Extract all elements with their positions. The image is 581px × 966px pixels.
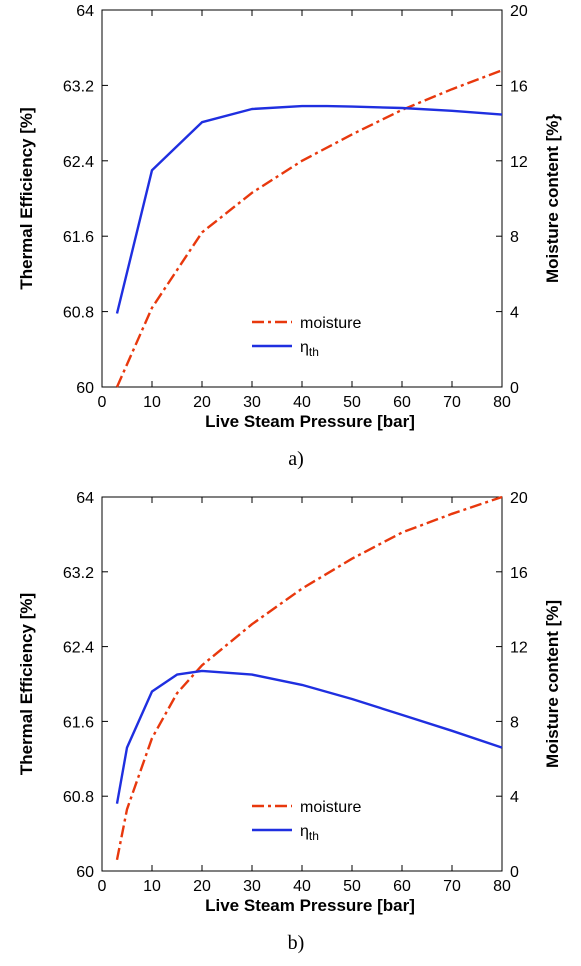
chart-a-x-tick-label: 70 <box>443 394 461 411</box>
chart-a-y2-tick-label: 12 <box>510 154 528 171</box>
chart-b-x-tick-label: 60 <box>393 878 411 895</box>
chart-b-y-tick-label: 62.4 <box>63 640 94 657</box>
chart-a-caption: a) <box>288 448 304 470</box>
chart-b-series-efficiency-line <box>115 669 503 804</box>
chart-b-y2-axis-title: Moisture content [%] <box>543 600 562 768</box>
chart-b-y-axis-title: Thermal Efficiency [%] <box>17 593 36 775</box>
chart-a-x-tick-label: 0 <box>98 394 107 411</box>
chart-a-y-tick-label: 63.2 <box>63 78 94 95</box>
chart-a-legend-label-main: η <box>300 339 309 356</box>
chart-a-x-tick-label: 50 <box>343 394 361 411</box>
chart-b-legend-label: moisture <box>300 799 361 816</box>
chart-a-y-tick-label: 61.6 <box>63 229 94 246</box>
chart-b: 0 10 20 30 40 50 60 70 80 60 60.8 61.6 62.4 63.2 64 0 4 8… <box>0 483 581 966</box>
chart-a-x-tick-label: 80 <box>493 394 511 411</box>
chart-a-legend-label-main: moisture <box>300 315 361 332</box>
chart-a-x-tick-label: 10 <box>143 394 161 411</box>
chart-a-y2-axis-title: Moisture content [%} <box>543 114 562 283</box>
chart-a-x-axis-title: Live Steam Pressure [bar] <box>205 412 415 431</box>
chart-b-svg: 0 10 20 30 40 50 60 70 80 60 60.8 61.6 62.4 63.2 64 0 4 8… <box>17 490 562 954</box>
chart-a-series-efficiency-line <box>115 104 503 314</box>
chart-b-x-tick-label: 40 <box>293 878 311 895</box>
chart-a-x-tick-label: 60 <box>393 394 411 411</box>
chart-b-y2-tick-label: 0 <box>510 864 519 881</box>
chart-a-x-tick-label: 30 <box>243 394 261 411</box>
chart-b-y2-tick-label: 16 <box>510 565 528 582</box>
chart-b-legend-label-main: moisture <box>300 799 361 816</box>
chart-b-legend-label: ηth <box>300 823 319 843</box>
chart-b-x-tick-label: 70 <box>443 878 461 895</box>
chart-b-y-tick-label: 60 <box>76 864 94 881</box>
chart-b-y2-tick-label: 8 <box>510 714 519 731</box>
chart-b-caption: b) <box>288 932 305 954</box>
chart-b-x-tick-label: 20 <box>193 878 211 895</box>
chart-b-legend-label-main: η <box>300 823 309 840</box>
chart-b-x-tick-label: 80 <box>493 878 511 895</box>
chart-b-series-moisture-line <box>115 495 503 861</box>
chart-b-y-tick-label: 60.8 <box>63 789 94 806</box>
chart-b-legend-label-subscript: th <box>309 829 319 843</box>
chart-a-y-tick-label: 62.4 <box>63 154 94 171</box>
chart-a-y2-tick-label: 16 <box>510 78 528 95</box>
chart-a-y2-tick-label: 8 <box>510 229 519 246</box>
chart-b-y2-tick-label: 4 <box>510 789 519 806</box>
chart-b-y-tick-label: 61.6 <box>63 714 94 731</box>
chart-a-x-tick-label: 20 <box>193 394 211 411</box>
chart-a-series-moisture-line <box>115 69 503 388</box>
chart-a-y-tick-label: 60 <box>76 380 94 397</box>
chart-b-y-tick-label: 64 <box>76 490 94 507</box>
chart-a-y2-tick-label: 4 <box>510 305 519 322</box>
chart-b-y2-tick-label: 20 <box>510 490 528 507</box>
chart-a-y2-tick-label: 0 <box>510 380 519 397</box>
chart-a-y-axis-title: Thermal Efficiency [%] <box>17 107 36 289</box>
chart-b-x-tick-label: 30 <box>243 878 261 895</box>
chart-b-x-tick-label: 10 <box>143 878 161 895</box>
chart-b-x-axis-title: Live Steam Pressure [bar] <box>205 896 415 915</box>
chart-a-svg: 0 10 20 30 40 50 60 70 80 60 60.8 61.6 62.4 63.2 64 0 4 8… <box>17 3 562 470</box>
chart-a-legend-label: ηth <box>300 339 319 359</box>
chart-b-x-tick-label: 0 <box>98 878 107 895</box>
chart-a-y-tick-label: 60.8 <box>63 305 94 322</box>
chart-a: 0 10 20 30 40 50 60 70 80 60 60.8 61.6 62.4 63.2 64 0 4 8… <box>17 3 562 470</box>
chart-a-legend-label-subscript: th <box>309 345 319 359</box>
chart-a-y2-tick-label: 20 <box>510 3 528 20</box>
chart-a-x-tick-label: 40 <box>293 394 311 411</box>
chart-b-x-tick-label: 50 <box>343 878 361 895</box>
chart-a-legend-label: moisture <box>300 315 361 332</box>
chart-a-y-tick-label: 64 <box>76 3 94 20</box>
chart-b-y-tick-label: 63.2 <box>63 565 94 582</box>
chart-b-y2-tick-label: 12 <box>510 640 528 657</box>
